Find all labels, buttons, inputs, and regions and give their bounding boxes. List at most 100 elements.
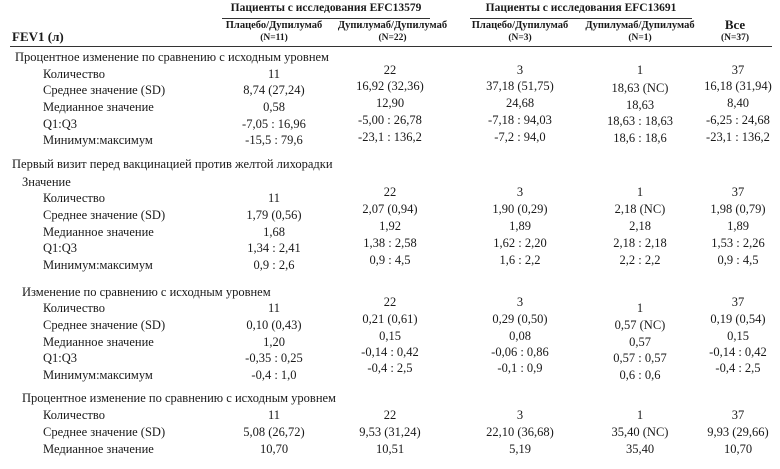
s3-median-all: 0,15	[678, 330, 780, 343]
s2-mean-label: Среднее значение (SD)	[43, 209, 165, 222]
s2-mean-c2: 2,07 (0,94)	[330, 203, 450, 216]
s2-median-c2: 1,92	[330, 220, 450, 233]
s4-count-all: 37	[678, 409, 780, 422]
s3-minmax-c3: -0,1 : 0,9	[460, 362, 580, 375]
s4-median-label: Медианное значение	[43, 443, 154, 456]
s1-q-c3: -7,18 : 94,03	[460, 114, 580, 127]
col-header-all: Все	[700, 18, 770, 31]
group-underline-efc13579	[222, 18, 430, 19]
s1-minmax-c2: -23,1 : 136,2	[330, 131, 450, 144]
header-rule	[10, 46, 772, 47]
s3-q-c1: -0,35 : 0,25	[214, 352, 334, 365]
col-n-3: (N=3)	[460, 34, 580, 44]
s2-q-c2: 1,38 : 2,58	[330, 237, 450, 250]
s4-median-c3: 5,19	[460, 443, 580, 456]
s2-q-c3: 1,62 : 2,20	[460, 237, 580, 250]
s3-minmax-label: Минимум:максимум	[43, 369, 153, 382]
group-underline-efc13691	[470, 18, 692, 19]
s2-count-all: 37	[678, 186, 780, 199]
s1-q-label: Q1:Q3	[43, 118, 77, 131]
s3-minmax-all: -0,4 : 2,5	[678, 362, 780, 375]
s1-count-c3: 3	[460, 64, 580, 77]
s3-median-c3: 0,08	[460, 330, 580, 343]
col-n-4: (N=1)	[580, 34, 700, 44]
s1-mean-c1: 8,74 (27,24)	[214, 84, 334, 97]
section-2-title: Первый визит перед вакцинацией против же…	[12, 158, 333, 171]
s1-minmax-all: -23,1 : 136,2	[678, 131, 780, 144]
s1-q-all: -6,25 : 24,68	[678, 114, 780, 127]
col-n-all: (N=37)	[700, 34, 770, 44]
s1-count-all: 37	[678, 64, 780, 77]
s2-q-all: 1,53 : 2,26	[678, 237, 780, 250]
s3-q-all: -0,14 : 0,42	[678, 346, 780, 359]
s4-count-label: Количество	[43, 409, 105, 422]
s2-minmax-label: Минимум:максимум	[43, 259, 153, 272]
s1-q-c2: -5,00 : 26,78	[330, 114, 450, 127]
s3-count-c2: 22	[330, 296, 450, 309]
s1-median-c1: 0,58	[214, 101, 334, 114]
s3-mean-label: Среднее значение (SD)	[43, 319, 165, 332]
group-header-efc13691: Пациенты с исследования EFC13691	[470, 3, 692, 15]
s3-count-c1: 11	[214, 302, 334, 315]
s3-minmax-c1: -0,4 : 1,0	[214, 369, 334, 382]
s3-q-c2: -0,14 : 0,42	[330, 346, 450, 359]
s2-mean-c1: 1,79 (0,56)	[214, 209, 334, 222]
s2-median-c3: 1,89	[460, 220, 580, 233]
s4-mean-c1: 5,08 (26,72)	[214, 426, 334, 439]
section-3-title: Изменение по сравнению с исходным уровне…	[22, 286, 271, 299]
s4-mean-c2: 9,53 (31,24)	[330, 426, 450, 439]
s1-mean-c2: 16,92 (32,36)	[330, 80, 450, 93]
s1-median-all: 8,40	[678, 97, 780, 110]
s1-median-label: Медианное значение	[43, 101, 154, 114]
s3-count-label: Количество	[43, 302, 105, 315]
s1-count-c1: 11	[214, 68, 334, 81]
s1-count-label: Количество	[43, 68, 105, 81]
s2-mean-all: 1,98 (0,79)	[678, 203, 780, 216]
s1-mean-label: Среднее значение (SD)	[43, 84, 165, 97]
s2-count-c1: 11	[214, 192, 334, 205]
s4-count-c3: 3	[460, 409, 580, 422]
s2-median-c1: 1,68	[214, 226, 334, 239]
s2-minmax-c3: 1,6 : 2,2	[460, 254, 580, 267]
s2-minmax-all: 0,9 : 4,5	[678, 254, 780, 267]
s2-median-all: 1,89	[678, 220, 780, 233]
s3-mean-c3: 0,29 (0,50)	[460, 313, 580, 326]
s3-mean-c1: 0,10 (0,43)	[214, 319, 334, 332]
s3-q-label: Q1:Q3	[43, 352, 77, 365]
section-1-title: Процентное изменение по сравнению с исхо…	[15, 51, 329, 64]
s1-minmax-c3: -7,2 : 94,0	[460, 131, 580, 144]
fev1-label: FEV1 (л)	[12, 30, 64, 43]
s1-median-c3: 24,68	[460, 97, 580, 110]
s4-count-c1: 11	[214, 409, 334, 422]
section-4-title: Процентное изменение по сравнению с исхо…	[22, 392, 336, 405]
s2-count-label: Количество	[43, 192, 105, 205]
s4-median-all: 10,70	[678, 443, 780, 456]
s2-q-label: Q1:Q3	[43, 242, 77, 255]
s2-minmax-c1: 0,9 : 2,6	[214, 259, 334, 272]
s3-mean-c2: 0,21 (0,61)	[330, 313, 450, 326]
s3-count-all: 37	[678, 296, 780, 309]
section-2-subtitle: Значение	[22, 176, 71, 189]
s2-count-c2: 22	[330, 186, 450, 199]
s2-q-c1: 1,34 : 2,41	[214, 242, 334, 255]
s3-q-c3: -0,06 : 0,86	[460, 346, 580, 359]
s3-mean-all: 0,19 (0,54)	[678, 313, 780, 326]
s1-median-c2: 12,90	[330, 97, 450, 110]
s2-median-label: Медианное значение	[43, 226, 154, 239]
col-header-1: Плацебо/Дупилумаб	[218, 21, 330, 32]
s2-mean-c3: 1,90 (0,29)	[460, 203, 580, 216]
s1-minmax-c1: -15,5 : 79,6	[214, 134, 334, 147]
s3-minmax-c2: -0,4 : 2,5	[330, 362, 450, 375]
s1-count-c2: 22	[330, 64, 450, 77]
s4-mean-all: 9,93 (29,66)	[678, 426, 780, 439]
s1-q-c1: -7,05 : 16,96	[214, 118, 334, 131]
s4-mean-c3: 22,10 (36,68)	[460, 426, 580, 439]
s4-median-c2: 10,51	[330, 443, 450, 456]
s3-median-c2: 0,15	[330, 330, 450, 343]
group-header-efc13579: Пациенты с исследования EFC13579	[222, 3, 430, 15]
col-n-1: (N=11)	[218, 34, 330, 44]
s4-median-c1: 10,70	[214, 443, 334, 456]
s2-minmax-c2: 0,9 : 4,5	[330, 254, 450, 267]
col-header-3: Плацебо/Дупилумаб	[460, 21, 580, 32]
col-n-2: (N=22)	[330, 34, 455, 44]
